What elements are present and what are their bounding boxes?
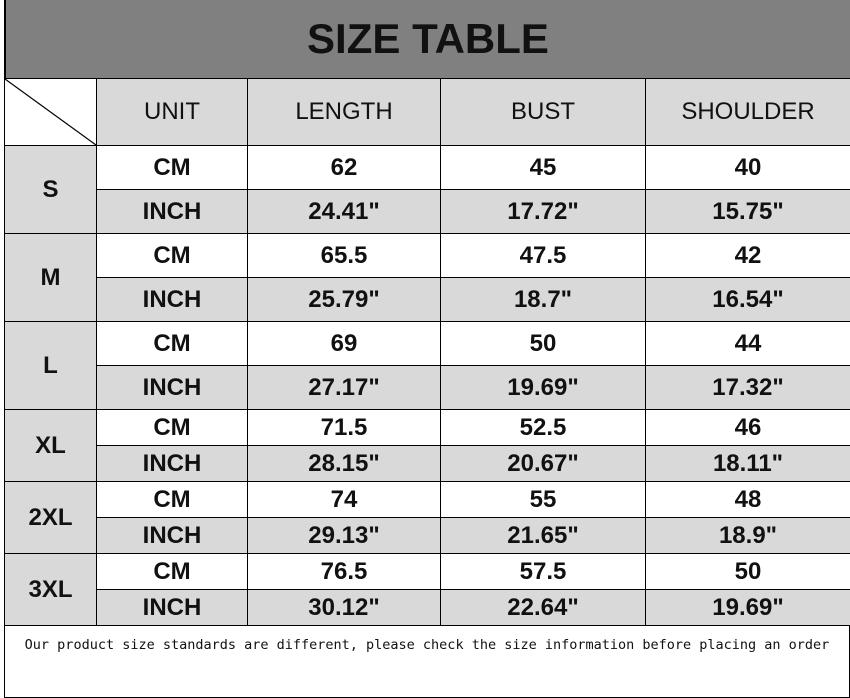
inch-value: 30.12" (247, 589, 441, 626)
inch-value: 21.65" (440, 517, 646, 554)
inch-value: 20.67" (440, 445, 646, 482)
cm-value: 52.5 (440, 409, 646, 446)
cm-value: 47.5 (440, 233, 646, 278)
unit-inch: INCH (96, 589, 248, 626)
unit-cm: CM (96, 321, 248, 366)
cm-value: 42 (645, 233, 850, 278)
unit-inch: INCH (96, 365, 248, 410)
inch-value: 19.69" (645, 589, 850, 626)
cm-value: 62 (247, 145, 441, 190)
size-label: XL (4, 409, 97, 482)
inch-value: 19.69" (440, 365, 646, 410)
size-label: 3XL (4, 553, 97, 626)
unit-cm: CM (96, 233, 248, 278)
corner-cell (4, 78, 97, 146)
header-unit: UNIT (96, 78, 248, 146)
inch-value: 15.75" (645, 189, 850, 234)
inch-value: 28.15" (247, 445, 441, 482)
header-shoulder: SHOULDER (645, 78, 850, 146)
unit-cm: CM (96, 481, 248, 518)
cm-value: 50 (440, 321, 646, 366)
header-row: UNIT LENGTH BUST SHOULDER (4, 78, 850, 146)
size-table: UNIT LENGTH BUST SHOULDER S CM 62 45 40 INCH 2… (4, 78, 850, 626)
inch-value: 17.72" (440, 189, 646, 234)
cm-value: 45 (440, 145, 646, 190)
header-length: LENGTH (247, 78, 441, 146)
inch-value: 18.9" (645, 517, 850, 554)
cm-value: 71.5 (247, 409, 441, 446)
page-title: SIZE TABLE (4, 0, 850, 78)
inch-value: 16.54" (645, 277, 850, 322)
cm-row: XL CM 71.5 52.5 46 (4, 409, 850, 482)
header-bust: BUST (440, 78, 646, 146)
cm-value: 65.5 (247, 233, 441, 278)
cm-value: 57.5 (440, 553, 646, 590)
cm-row: 2XL CM 74 55 48 (4, 481, 850, 554)
unit-cm: CM (96, 145, 248, 190)
size-label: M (4, 233, 97, 322)
size-label: L (4, 321, 97, 410)
inch-row: INCH 29.13" 21.65" 18.9" (5, 517, 850, 554)
cm-value: 46 (645, 409, 850, 446)
unit-cm: CM (96, 553, 248, 590)
size-label: 2XL (4, 481, 97, 554)
unit-inch: INCH (96, 189, 248, 234)
cm-row: S CM 62 45 40 (4, 145, 850, 234)
cm-value: 69 (247, 321, 441, 366)
cm-value: 48 (645, 481, 850, 518)
cm-value: 74 (247, 481, 441, 518)
unit-cm: CM (96, 409, 248, 446)
inch-row: INCH 24.41" 17.72" 15.75" (5, 189, 850, 234)
inch-value: 17.32" (645, 365, 850, 410)
cm-value: 50 (645, 553, 850, 590)
cm-row: M CM 65.5 47.5 42 (4, 233, 850, 322)
inch-value: 22.64" (440, 589, 646, 626)
inch-row: INCH 28.15" 20.67" 18.11" (5, 445, 850, 482)
footer-note: Our product size standards are different… (4, 626, 850, 698)
inch-value: 29.13" (247, 517, 441, 554)
inch-row: INCH 30.12" 22.64" 19.69" (5, 589, 850, 626)
diagonal-line (5, 79, 96, 145)
unit-inch: INCH (96, 517, 248, 554)
cm-value: 44 (645, 321, 850, 366)
unit-inch: INCH (96, 445, 248, 482)
size-label: S (4, 145, 97, 234)
inch-value: 27.17" (247, 365, 441, 410)
cm-value: 76.5 (247, 553, 441, 590)
inch-value: 18.11" (645, 445, 850, 482)
inch-value: 25.79" (247, 277, 441, 322)
cm-row: L CM 69 50 44 (4, 321, 850, 410)
cm-row: 3XL CM 76.5 57.5 50 (4, 553, 850, 626)
cm-value: 55 (440, 481, 646, 518)
inch-row: INCH 25.79" 18.7" 16.54" (5, 277, 850, 322)
inch-value: 24.41" (247, 189, 441, 234)
inch-value: 18.7" (440, 277, 646, 322)
cm-value: 40 (645, 145, 850, 190)
inch-row: INCH 27.17" 19.69" 17.32" (5, 365, 850, 410)
unit-inch: INCH (96, 277, 248, 322)
